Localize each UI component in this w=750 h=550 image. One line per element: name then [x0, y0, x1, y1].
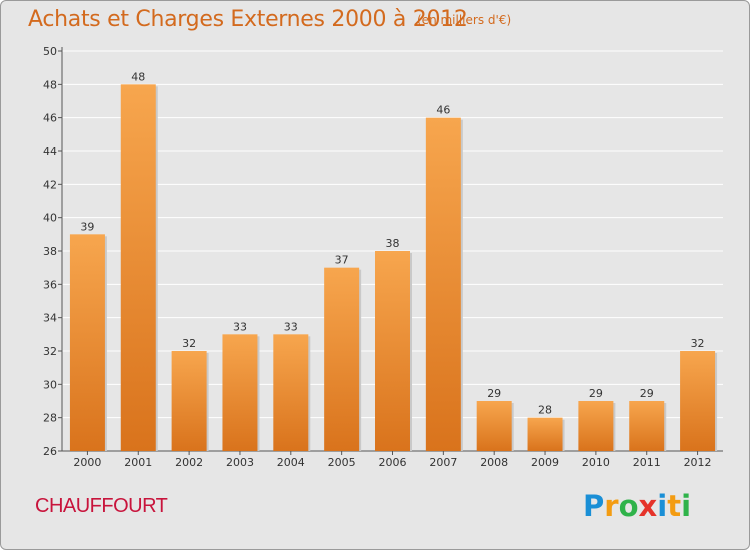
y-tick-label: 36	[43, 278, 57, 291]
y-tick-label: 42	[43, 178, 57, 191]
x-tick-label-2005: 2005	[328, 456, 356, 469]
y-tick-label: 50	[43, 45, 57, 58]
x-tick-label-2011: 2011	[633, 456, 661, 469]
data-label-2008: 29	[487, 387, 501, 400]
y-tick-label: 26	[43, 445, 57, 458]
data-label-2001: 48	[131, 70, 145, 83]
bar-2003	[222, 334, 258, 451]
chart-title: Achats et Charges Externes 2000 à 2012	[28, 7, 468, 32]
bar-2009	[527, 417, 563, 451]
bar-2011	[629, 401, 665, 451]
bar-2002	[171, 351, 207, 451]
logo-letter: r	[604, 489, 619, 523]
x-tick-label-2004: 2004	[277, 456, 305, 469]
data-label-2005: 37	[335, 254, 349, 267]
y-tick-label: 48	[43, 78, 57, 91]
x-tick-label-2001: 2001	[124, 456, 152, 469]
bar-2000	[69, 234, 105, 451]
data-label-2012: 32	[691, 337, 705, 350]
x-tick-label-2000: 2000	[73, 456, 101, 469]
commune-name: CHAUFFOURT	[35, 495, 168, 517]
y-tick-label: 28	[43, 412, 57, 425]
x-tick-label-2010: 2010	[582, 456, 610, 469]
logo-letter: i	[681, 489, 692, 523]
y-tick-label: 44	[43, 145, 57, 158]
bar-2005	[324, 267, 360, 451]
y-tick-label: 34	[43, 312, 57, 325]
data-label-2006: 38	[386, 237, 400, 250]
y-tick-label: 40	[43, 212, 57, 225]
bar-2001	[120, 84, 156, 451]
y-tick-label: 30	[43, 378, 57, 391]
logo-letter: x	[638, 489, 658, 523]
logo-letter: P	[583, 489, 605, 523]
logo-letter: o	[618, 489, 639, 523]
x-tick-label-2008: 2008	[480, 456, 508, 469]
x-tick-label-2012: 2012	[684, 456, 712, 469]
data-label-2010: 29	[589, 387, 603, 400]
chart-unit-note: (en milliers d'€)	[417, 13, 512, 27]
bar-2010	[578, 401, 614, 451]
logo-letter: i	[657, 489, 668, 523]
bar-2004	[273, 334, 309, 451]
bar-2006	[375, 251, 410, 451]
x-tick-label-2009: 2009	[531, 456, 559, 469]
data-label-2003: 33	[233, 320, 247, 333]
x-tick-label-2003: 2003	[226, 456, 254, 469]
data-label-2002: 32	[182, 337, 196, 350]
data-label-2004: 33	[284, 320, 298, 333]
x-tick-label-2002: 2002	[175, 456, 203, 469]
x-tick-label-2006: 2006	[379, 456, 407, 469]
logo-letter: t	[667, 489, 682, 523]
y-tick-label: 32	[43, 345, 57, 358]
data-label-2011: 29	[640, 387, 654, 400]
y-tick-label: 46	[43, 112, 57, 125]
axes: 26 28 30 32 34 36 38 40 42 44 46 48 50 2000 2001 2002 20…	[43, 45, 723, 469]
proxiti-logo: Proxiti	[583, 489, 691, 523]
bar-2008	[476, 401, 512, 451]
data-label-2007: 46	[436, 104, 450, 117]
bar-2007	[425, 117, 461, 452]
y-tick-label: 38	[43, 245, 57, 258]
bar-2012	[680, 351, 716, 451]
bars	[69, 84, 718, 452]
x-tick-label-2007: 2007	[429, 456, 457, 469]
data-label-2000: 39	[80, 220, 94, 233]
data-labels: 39 48 32 33 33 37 38 46 29 28 29 29 32	[80, 70, 704, 416]
data-label-2009: 28	[538, 404, 552, 417]
